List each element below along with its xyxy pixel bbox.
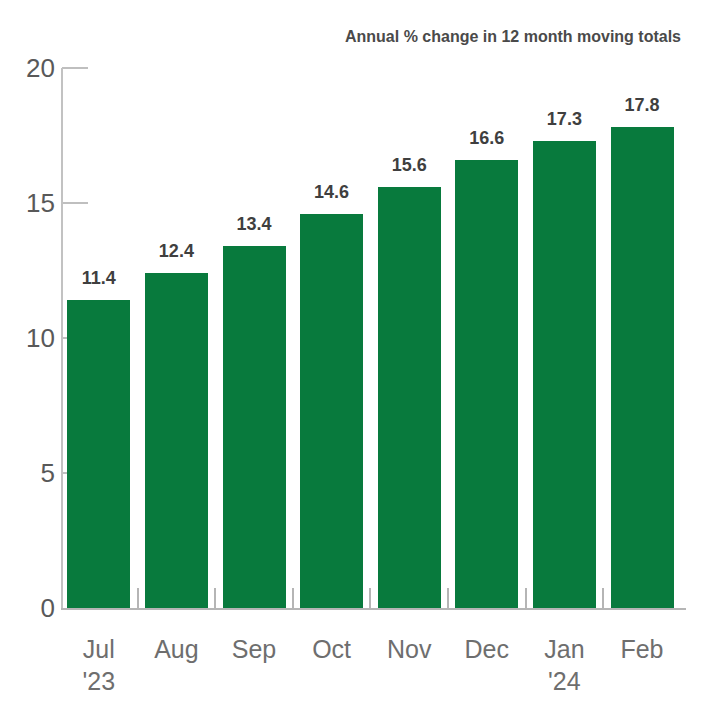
x-tick-label: Sep: [215, 633, 293, 665]
y-tick-mark: [62, 202, 88, 204]
x-axis-line: [61, 608, 686, 610]
bar: [300, 214, 363, 608]
bar-value-label: 12.4: [138, 240, 216, 262]
x-tick-label-month: Jul: [60, 633, 138, 665]
x-tick-mark: [214, 588, 216, 608]
x-tick-label-month: Sep: [215, 633, 293, 665]
y-tick-label: 20: [0, 53, 55, 83]
x-tick-label-year: '24: [526, 665, 604, 697]
x-tick-label: Jan'24: [526, 633, 604, 697]
x-tick-label-month: Jan: [526, 633, 604, 665]
bar: [533, 141, 596, 608]
x-tick-mark: [292, 588, 294, 608]
bar-value-label: 17.3: [526, 108, 604, 130]
bar: [67, 300, 130, 608]
x-tick-mark: [369, 588, 371, 608]
plot-area: 0 5 10 15 20 11.412.4 13.414.6 15.616.617.317.…: [0, 0, 719, 719]
x-tick-label-year: '23: [60, 665, 138, 697]
bar-value-label: 14.6: [293, 181, 371, 203]
x-tick-label: Aug: [138, 633, 216, 665]
y-tick-label: 5: [0, 458, 55, 488]
bar-value-label: 13.4: [215, 213, 293, 235]
x-tick-label-month: Aug: [138, 633, 216, 665]
x-tick-mark: [447, 588, 449, 608]
bar: [611, 127, 674, 608]
bar: [378, 187, 441, 608]
y-tick-label: 15: [0, 188, 55, 218]
x-tick-label: Nov: [370, 633, 448, 665]
x-tick-label: Feb: [603, 633, 681, 665]
bar-value-label: 15.6: [370, 154, 448, 176]
bar: [455, 160, 518, 608]
bar: [223, 246, 286, 608]
x-tick-label: Dec: [448, 633, 526, 665]
y-tick-mark: [62, 67, 88, 69]
bar-value-label: 16.6: [448, 127, 526, 149]
x-tick-label: Oct: [293, 633, 371, 665]
y-axis-line: [61, 68, 63, 608]
y-tick-label: 0: [0, 593, 55, 623]
y-tick-label: 10: [0, 323, 55, 353]
x-tick-label: Jul'23: [60, 633, 138, 697]
x-tick-mark: [525, 588, 527, 608]
bar-value-label: 17.8: [603, 94, 681, 116]
bar-chart: Annual % change in 12 month moving total…: [0, 0, 719, 719]
x-tick-label-month: Nov: [370, 633, 448, 665]
x-tick-label-month: Dec: [448, 633, 526, 665]
x-tick-mark: [602, 588, 604, 608]
bar-value-label: 11.4: [60, 267, 138, 289]
bar: [145, 273, 208, 608]
x-tick-label-month: Feb: [603, 633, 681, 665]
x-tick-mark: [137, 588, 139, 608]
x-tick-label-month: Oct: [293, 633, 371, 665]
